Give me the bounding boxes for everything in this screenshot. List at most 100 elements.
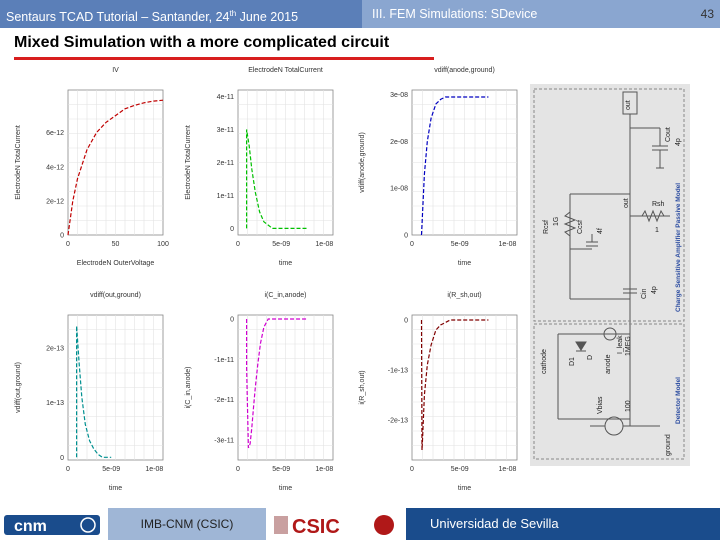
y-tick-label: 0 (230, 317, 234, 324)
x-tick-label: 1e-08 (315, 466, 333, 473)
x-tick-label: 0 (410, 466, 414, 473)
x-tick-label: 1e-08 (499, 466, 517, 473)
x-tick-label: 5e-09 (451, 466, 469, 473)
slide-header: Sentaurs TCAD Tutorial – Santander, 24th… (0, 0, 720, 28)
x-tick-label: 0 (66, 466, 70, 473)
csic-logo: CSIC (266, 508, 406, 540)
header-left: Sentaurs TCAD Tutorial – Santander, 24th… (0, 0, 362, 28)
plot-ylabel: i(C_in,anode) (185, 366, 192, 408)
header-right: III. FEM Simulations: SDevice 43 (362, 0, 720, 28)
y-tick-label: 1e-11 (217, 193, 234, 200)
circuit-label-cin-val: 4p (651, 286, 658, 294)
slide-title: Mixed Simulation with a more complicated… (14, 34, 390, 51)
series-line (420, 319, 489, 451)
circuit-label-rcsf: Rcsf (543, 220, 550, 234)
x-tick-label: 5e-09 (451, 241, 469, 248)
y-tick-label: 0 (230, 226, 234, 233)
circuit-model-lower: Detector Model (675, 377, 682, 424)
circuit-label-out2: out (623, 198, 630, 208)
y-tick-label: 2e-11 (217, 160, 234, 167)
x-tick-label: 5e-09 (272, 241, 290, 248)
x-tick-label: 0 (236, 241, 240, 248)
cnm-logo-text: cnm (14, 518, 47, 535)
circuit-svg: out Cout 4p Rcsf 1G Ccsf 4f out Rsh 1 Ci… (533, 88, 685, 460)
plot-title: vdiff(anode,ground) (434, 67, 495, 74)
plots-svg: IV ElectrodeN OuterVoltage ElectrodeN Tota… (15, 67, 518, 492)
plot-xlabel: time (458, 485, 471, 492)
x-tick-label: 50 (112, 241, 120, 248)
title-underline (14, 57, 434, 60)
y-tick-label: -2e-11 (214, 397, 234, 404)
us-label: Universidad de Sevilla (406, 508, 720, 540)
plot-1: IV ElectrodeN OuterVoltage ElectrodeN Tota… (15, 67, 169, 267)
circuit-label-ccsf: Ccsf (577, 220, 584, 234)
x-tick-label: 100 (157, 241, 169, 248)
circuit-model-upper: Charge Sensitive Amplifier Passive Model (675, 183, 682, 312)
plot-title: i(C_in,anode) (264, 292, 306, 299)
y-tick-label: 0 (60, 233, 64, 240)
plot-ylabel: ElectrodeN TotalCurrent (15, 125, 22, 200)
series-line (246, 318, 308, 449)
y-tick-label: 1e-08 (390, 186, 408, 193)
plot-xlabel: time (279, 260, 292, 267)
x-tick-label: 1e-08 (315, 241, 333, 248)
y-tick-label: 0 (404, 233, 408, 240)
page-number: 43 (700, 7, 714, 21)
plot-3: vdiff(anode,ground) time vdiff(anode,groun… (359, 67, 518, 267)
x-tick-label: 0 (66, 241, 70, 248)
plot-xlabel: ElectrodeN OuterVoltage (77, 260, 155, 267)
series-line (75, 325, 112, 458)
circuit-label-vbias-val: 100 (625, 400, 632, 412)
circuit-label-rcsf-val: 1G (553, 217, 560, 226)
plot-xlabel: time (458, 260, 471, 267)
y-tick-label: -2e-13 (388, 418, 408, 425)
y-tick-label: 2e-13 (46, 345, 64, 352)
imb-label: IMB-CNM (CSIC) (108, 508, 266, 540)
header-right-title: III. FEM Simulations: SDevice (372, 7, 538, 21)
csic-logo-text: CSIC (292, 516, 340, 538)
plot-4: vdiff(out,ground) time vdiff(out,ground) 0 1… (15, 292, 163, 492)
y-tick-label: 0 (60, 455, 64, 462)
circuit-label-cout-val: 4p (675, 138, 682, 146)
circuit-label-vbias: Vbias (597, 396, 604, 414)
series-line (67, 99, 164, 236)
y-tick-label: 2e-08 (390, 139, 408, 146)
circuit-label-rsh-val: 1 (655, 227, 659, 234)
y-tick-label: 1e-13 (46, 400, 64, 407)
x-tick-label: 0 (236, 466, 240, 473)
header-left-sup: th (229, 9, 237, 18)
x-tick-label: 5e-09 (102, 466, 120, 473)
y-tick-label: -3e-11 (214, 437, 234, 444)
cnm-logo: cnm (0, 508, 108, 540)
plot-2: ElectrodeN TotalCurrent time ElectrodeN To… (185, 67, 333, 267)
x-tick-label: 1e-08 (145, 466, 163, 473)
plot-title: IV (112, 67, 119, 74)
y-tick-label: -1e-13 (388, 368, 408, 375)
plot-ylabel: vdiff(anode,ground) (359, 132, 366, 193)
plot-title: i(R_sh,out) (447, 292, 481, 299)
circuit-label-cin: Cin (641, 288, 648, 299)
circuit-label-d1: D1 (569, 357, 576, 366)
slide-footer: cnm IMB-CNM (CSIC) CSIC Universidad de S… (0, 508, 720, 540)
circuit-label-ccsf-val: 4f (597, 228, 604, 234)
y-tick-label: 2e-12 (46, 198, 64, 205)
plot-xlabel: time (109, 485, 122, 492)
y-tick-label: 6e-12 (46, 130, 64, 137)
y-tick-label: -1e-11 (214, 357, 234, 364)
plot-xlabel: time (279, 485, 292, 492)
circuit-label-ileak-val: 1MEG (625, 336, 632, 356)
plot-title: ElectrodeN TotalCurrent (248, 67, 323, 74)
x-tick-label: 0 (410, 241, 414, 248)
y-tick-label: 4e-11 (217, 94, 234, 101)
plots-area: IV ElectrodeN OuterVoltage ElectrodeN Tota… (0, 60, 530, 500)
circuit-label-cathode: cathode (541, 349, 548, 374)
circuit-label-d1-val: D (587, 355, 594, 360)
x-tick-label: 1e-08 (499, 241, 517, 248)
plot-ylabel: vdiff(out,ground) (15, 362, 22, 413)
header-left-suffix: June 2015 (236, 10, 299, 25)
circuit-label-ground: ground (665, 434, 672, 456)
y-tick-label: 3e-08 (390, 92, 408, 99)
header-left-title: Sentaurs TCAD Tutorial – Santander, 24 (6, 10, 230, 25)
plot-6: i(R_sh,out)time i(R_sh,out) 0 -1e-13 -2e-13 0… (359, 292, 518, 492)
y-tick-label: 4e-12 (46, 164, 64, 171)
